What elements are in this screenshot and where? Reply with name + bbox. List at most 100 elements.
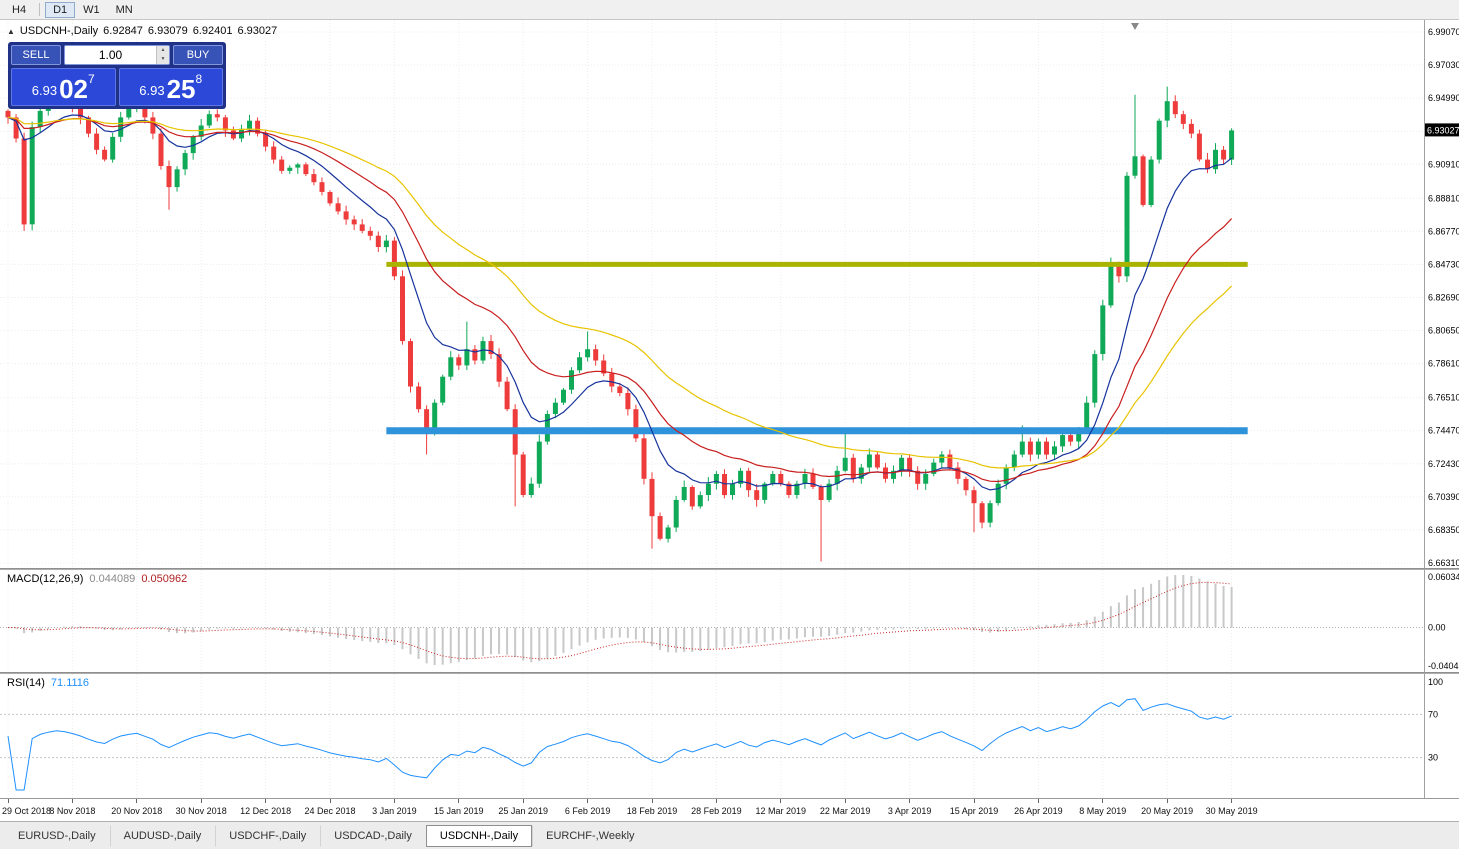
time-axis-tick [329, 799, 331, 803]
timeframe-d1-button[interactable]: D1 [45, 1, 76, 18]
time-axis-tick [71, 799, 73, 803]
time-axis-label: 22 Mar 2019 [819, 806, 871, 816]
time-axis-tick [651, 799, 653, 803]
chart-tab-eurusd[interactable]: EURUSD-,Daily [18, 829, 96, 842]
time-axis-label: 3 Apr 2019 [887, 806, 932, 816]
time-axis-tick [587, 799, 589, 803]
time-axis-tick [265, 799, 267, 803]
svg-text:6.99070: 6.99070 [1428, 27, 1459, 37]
time-axis-tick [458, 799, 460, 803]
volume-increase-button[interactable]: ▲ [160, 47, 166, 53]
price-chart-panel[interactable]: 6.990706.970306.949906.929506.909106.888… [0, 20, 1459, 568]
ohlc-high: 6.93079 [147, 25, 188, 37]
one-click-trading-panel: SELL 1.00 ▲ ▼ BUY 6.93 02 7 6.93 25 8 [8, 42, 226, 109]
time-axis-label: 15 Apr 2019 [949, 806, 999, 816]
chart-tab-bar: EURUSD-,Daily AUDUSD-,Daily USDCHF-,Daily U… [0, 821, 1459, 849]
sell-price-tile[interactable]: 6.93 02 7 [11, 68, 116, 106]
price-chart-canvas[interactable]: 6.990706.970306.949906.929506.909106.888… [0, 20, 1459, 568]
chart-tab-eurchf[interactable]: EURCHF-,Weekly [532, 824, 648, 847]
time-axis-tick [780, 799, 782, 803]
macd-indicator-name: MACD(12,26,9) [7, 573, 84, 585]
svg-text:100: 100 [1428, 677, 1443, 687]
svg-text:6.70390: 6.70390 [1428, 492, 1459, 502]
svg-text:6.82690: 6.82690 [1428, 292, 1459, 302]
svg-text:6.88810: 6.88810 [1428, 193, 1459, 203]
svg-text:6.74470: 6.74470 [1428, 426, 1459, 436]
time-axis-tick [973, 799, 975, 803]
buy-price-tile[interactable]: 6.93 25 8 [118, 68, 223, 106]
macd-label: MACD(12,26,9) 0.044089 0.050962 [7, 573, 193, 585]
chart-tab-usdcad[interactable]: USDCAD-,Daily [320, 824, 426, 847]
svg-text:6.84730: 6.84730 [1428, 259, 1459, 269]
ohlc-open: 6.92847 [103, 25, 143, 37]
rsi-indicator-name: RSI(14) [7, 677, 45, 689]
macd-panel[interactable]: 0.06034 0.00 -0.04041 MACD(12,26,9) 0.04408… [0, 570, 1459, 672]
toolbar-separator [39, 3, 41, 16]
volume-field[interactable]: 1.00 ▲ ▼ [64, 45, 170, 65]
time-axis-tick [844, 799, 846, 803]
timeframe-toolbar: H4 D1 W1 MN [0, 0, 1459, 20]
buy-price-small: 6.93 [139, 83, 165, 98]
time-axis-label: 30 Nov 2018 [175, 806, 227, 816]
svg-text:6.94990: 6.94990 [1428, 93, 1459, 103]
time-axis[interactable]: 29 Oct 2018 8 Nov 2018 20 Nov 2018 30 Nov 2… [0, 798, 1459, 821]
volume-decrease-button[interactable]: ▼ [160, 56, 166, 62]
svg-text:70: 70 [1428, 709, 1438, 719]
svg-text:6.78610: 6.78610 [1428, 359, 1459, 369]
rsi-label: RSI(14) 71.1116 [7, 677, 95, 689]
time-axis-label: 3 Jan 2019 [372, 806, 417, 816]
svg-text:6.97030: 6.97030 [1428, 60, 1459, 70]
panel-resize-divider[interactable] [0, 672, 1459, 674]
time-axis-tick [7, 799, 9, 803]
buy-button[interactable]: BUY [173, 45, 223, 65]
rsi-canvas[interactable]: 100 70 30 [0, 674, 1459, 798]
macd-canvas[interactable]: 0.06034 0.00 -0.04041 [0, 570, 1459, 672]
svg-text:6.86770: 6.86770 [1428, 226, 1459, 236]
chart-ohlc-header: ▲ USDCNH-,Daily 6.92847 6.93079 6.92401 6.930… [7, 25, 282, 37]
time-axis-label: 18 Feb 2019 [626, 806, 678, 816]
buy-price-big: 25 [166, 74, 196, 104]
time-axis-label: 6 Feb 2019 [564, 806, 611, 816]
time-axis-label: 20 Nov 2018 [111, 806, 163, 816]
svg-text:6.80650: 6.80650 [1428, 326, 1459, 336]
chart-tab-audusd[interactable]: AUDUSD-,Daily [109, 824, 216, 847]
sell-price-sup: 7 [88, 72, 95, 86]
one-click-trading-toggle-icon[interactable]: ▲ [7, 27, 15, 36]
time-axis-tick [909, 799, 911, 803]
svg-text:6.68350: 6.68350 [1428, 525, 1459, 535]
ohlc-close: 6.93027 [237, 25, 278, 37]
chart-tab-usdchf[interactable]: USDCHF-,Daily [215, 824, 320, 847]
timeframe-mn-button[interactable]: MN [108, 2, 141, 18]
macd-signal-value: 0.050962 [141, 573, 188, 585]
panel-resize-divider[interactable] [0, 568, 1459, 570]
time-axis-label: 15 Jan 2019 [434, 806, 484, 816]
time-axis-tick [136, 799, 138, 803]
time-axis-label: 29 Oct 2018 [2, 806, 52, 816]
rsi-value: 71.1116 [50, 677, 90, 689]
sell-price-big: 02 [59, 74, 89, 104]
volume-value[interactable]: 1.00 [98, 48, 123, 62]
sell-price-small: 6.93 [31, 83, 58, 98]
time-axis-label: 25 Jan 2019 [498, 806, 548, 816]
time-axis-label: 8 May 2019 [1079, 806, 1127, 816]
time-axis-tick [1102, 799, 1104, 803]
time-axis-label: 26 Apr 2019 [1014, 806, 1063, 816]
time-axis-label: 12 Mar 2019 [755, 806, 807, 816]
chart-shift-marker[interactable] [1131, 23, 1139, 30]
ohlc-low: 6.92401 [192, 25, 233, 37]
svg-text:6.93027: 6.93027 [1427, 125, 1459, 135]
time-axis-label: 8 Nov 2018 [49, 806, 96, 816]
time-axis-tick [715, 799, 717, 803]
svg-text:6.72430: 6.72430 [1428, 459, 1459, 469]
svg-text:-0.04041: -0.04041 [1428, 661, 1459, 671]
chart-tab-usdcnh[interactable]: USDCNH-,Daily [425, 824, 533, 847]
timeframe-w1-button[interactable]: W1 [75, 2, 108, 18]
sell-button[interactable]: SELL [11, 45, 61, 65]
time-axis-tick [522, 799, 524, 803]
time-axis-label: 28 Feb 2019 [691, 806, 742, 816]
time-axis-tick [1166, 799, 1168, 803]
time-axis-label: 24 Dec 2018 [304, 806, 356, 816]
svg-text:30: 30 [1428, 753, 1438, 763]
timeframe-h4-button[interactable]: H4 [4, 2, 34, 18]
rsi-panel[interactable]: 100 70 30 RSI(14) 71.1116 [0, 674, 1459, 798]
